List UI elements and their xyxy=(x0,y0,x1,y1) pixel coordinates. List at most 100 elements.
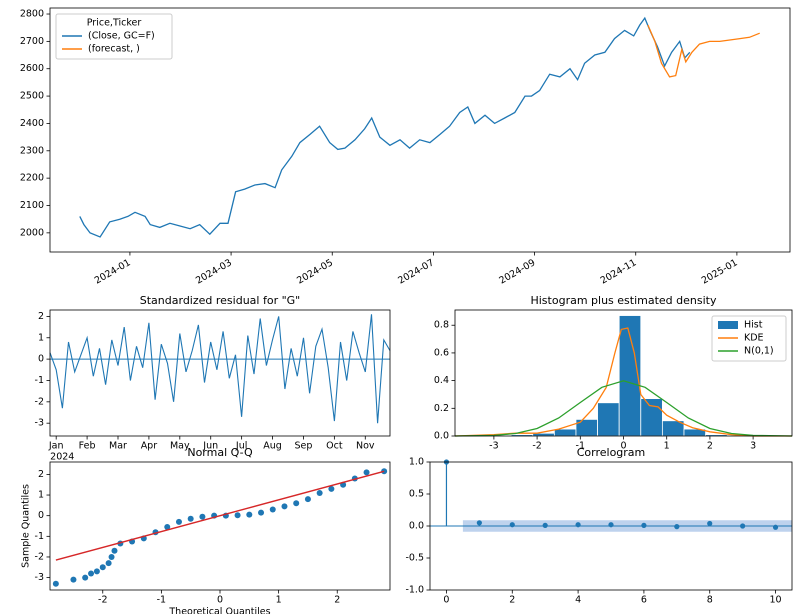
x-tick-label: Feb xyxy=(79,441,96,452)
x-tick-label: Nov xyxy=(356,441,375,452)
x-tick-label: Sep xyxy=(295,441,313,452)
y-tick-label: 0.6 xyxy=(434,347,449,358)
stem-marker xyxy=(740,523,746,529)
y-tick-label: 2400 xyxy=(20,118,44,129)
series-line xyxy=(79,16,691,238)
y-tick-label: 2600 xyxy=(20,63,44,74)
x-tick-label: 2 xyxy=(334,595,340,606)
stem-marker xyxy=(674,524,680,530)
axes-frame xyxy=(429,461,793,591)
qq-point xyxy=(99,564,106,571)
chart-title: Standardized residual for "G" xyxy=(140,294,300,307)
y-tick-label: 2000 xyxy=(20,227,44,238)
chart-title: Histogram plus estimated density xyxy=(530,294,717,307)
x-tick-label: 2024-03 xyxy=(194,257,234,286)
stem-marker xyxy=(641,522,647,528)
axes-frame xyxy=(454,309,793,437)
x-tick-label: 2024-07 xyxy=(396,257,436,286)
x-tick-label: Apr xyxy=(141,441,158,452)
qq-point xyxy=(52,580,59,587)
y-tick-label: 0.0 xyxy=(409,521,424,532)
chart-title: Correlogram xyxy=(577,446,646,459)
y-tick-label: 2800 xyxy=(20,9,44,20)
qq-point xyxy=(234,512,241,519)
stem-marker xyxy=(772,524,779,530)
qq-point xyxy=(328,485,335,492)
x-tick-label: 2 xyxy=(707,441,713,452)
x-tick-label: 2025-01 xyxy=(700,257,740,286)
stem-marker xyxy=(575,522,581,528)
x-tick-label: 2024-05 xyxy=(295,257,335,286)
qq-point xyxy=(281,503,288,510)
qq-point xyxy=(258,509,265,516)
y-tick-label: 2200 xyxy=(20,173,44,184)
qq-point xyxy=(381,468,388,475)
qq-point xyxy=(88,570,95,577)
qq-point xyxy=(304,496,311,503)
stem-marker xyxy=(707,520,713,527)
qq-point xyxy=(269,506,276,513)
x-tick-label: 2024-01 xyxy=(93,257,133,286)
y-tick-label: 2300 xyxy=(20,145,44,156)
x-axis-label: Theoretical Quantiles xyxy=(168,607,270,614)
x-tick-label: -1 xyxy=(576,441,585,452)
qq-point xyxy=(199,513,206,520)
y-tick-label: -0.5 xyxy=(405,553,424,564)
y-tick-label: 2700 xyxy=(20,36,44,47)
x-tick-label: -1 xyxy=(157,595,166,606)
y-tick-label: 0.0 xyxy=(434,431,449,442)
y-tick-label: -1.0 xyxy=(405,585,424,596)
x-tick-label: 2024-09 xyxy=(497,257,537,286)
legend-label: Hist xyxy=(744,320,763,331)
x-tick-label: 2024-11 xyxy=(599,257,639,286)
qq-point xyxy=(363,469,370,476)
legend-label: (forecast, ) xyxy=(88,44,140,55)
hist-bar xyxy=(597,402,620,437)
y-tick-label: 0.5 xyxy=(409,489,424,500)
x-tick-label: 2 xyxy=(509,595,515,606)
x-tick-label: 8 xyxy=(707,595,713,606)
x-tick-label: 10 xyxy=(769,595,781,606)
x-tick-label: 0 xyxy=(620,441,626,452)
qq-point xyxy=(246,511,253,518)
density-line xyxy=(454,380,793,437)
legend-swatch xyxy=(718,321,738,329)
stem-marker xyxy=(509,522,515,528)
x-tick-label: Jan xyxy=(48,441,64,452)
y-tick-label: 1.0 xyxy=(409,457,424,468)
series-line xyxy=(647,24,760,78)
x-tick-label: 4 xyxy=(575,595,581,606)
x-tick-label: Mar xyxy=(109,441,127,452)
x-tick-label: Oct xyxy=(326,441,343,452)
x-tick-label: 3 xyxy=(750,441,756,452)
legend-label: (Close, GC=F) xyxy=(88,31,155,42)
x-tick-label: 0 xyxy=(217,595,223,606)
qq-point xyxy=(316,489,323,496)
y-tick-label: 2500 xyxy=(20,91,44,102)
x-tick-label: -2 xyxy=(532,441,541,452)
y-tick-label: 1 xyxy=(38,332,44,343)
x-tick-label: 1 xyxy=(276,595,282,606)
y-tick-label: 0 xyxy=(38,354,44,365)
y-tick-label: -3 xyxy=(35,572,44,583)
hist-bar xyxy=(640,398,663,437)
stem-marker xyxy=(608,522,614,528)
y-tick-label: 2100 xyxy=(20,200,44,211)
legend-label: N(0,1) xyxy=(744,346,774,357)
y-tick-label: 0 xyxy=(38,510,44,521)
qq-point xyxy=(293,500,300,507)
qq-point xyxy=(70,576,77,583)
y-tick-label: -2 xyxy=(35,551,44,562)
qq-point xyxy=(105,560,112,567)
axes-frame xyxy=(49,309,391,437)
density-line xyxy=(454,327,792,437)
stem-marker xyxy=(476,520,482,526)
y-tick-label: 2 xyxy=(38,469,44,480)
chart-title: Normal Q-Q xyxy=(187,446,253,459)
axes-frame xyxy=(49,7,791,253)
x-tick-label: Jul xyxy=(235,441,247,452)
qq-point xyxy=(111,547,118,554)
qq-point xyxy=(93,568,100,575)
x-tick-label: 0 xyxy=(443,595,449,606)
